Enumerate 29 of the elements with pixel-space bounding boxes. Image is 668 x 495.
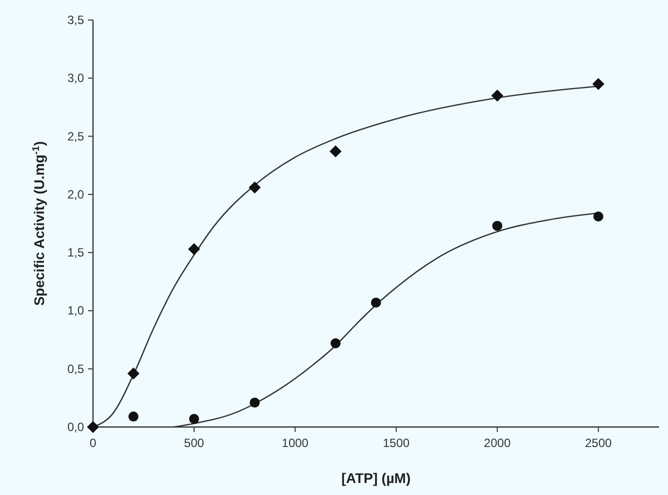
x-tick-label: 2000 (484, 436, 511, 450)
x-tick-label: 1000 (282, 436, 309, 450)
point (492, 220, 502, 231)
point (128, 412, 138, 422)
x-tick-label: 0 (90, 436, 97, 450)
y-tick-label: 3,0 (67, 71, 84, 86)
point (330, 145, 342, 158)
y-tick-label: 1,0 (67, 304, 84, 318)
point (127, 368, 140, 380)
point (593, 212, 604, 222)
point (87, 421, 99, 433)
point (188, 243, 200, 256)
y-tick-label: 0,0 (67, 420, 84, 434)
point (330, 338, 341, 348)
y-tick-label: 3,5 (67, 13, 84, 27)
point (189, 414, 200, 424)
x-axis-title: [ATP] (µM) (341, 470, 411, 486)
point (592, 78, 604, 90)
x-tick-label: 2500 (585, 436, 612, 450)
y-tick-label: 2,0 (67, 187, 84, 202)
y-tick-label: 2,5 (67, 129, 84, 144)
point (491, 90, 504, 102)
point (371, 298, 381, 308)
point (248, 181, 261, 194)
x-tick-label: 500 (184, 436, 204, 450)
y-tick-label: 0,5 (67, 362, 84, 376)
y-tick-label: 1,5 (67, 246, 84, 260)
point (250, 398, 260, 408)
x-tick-label: 1500 (382, 436, 410, 450)
